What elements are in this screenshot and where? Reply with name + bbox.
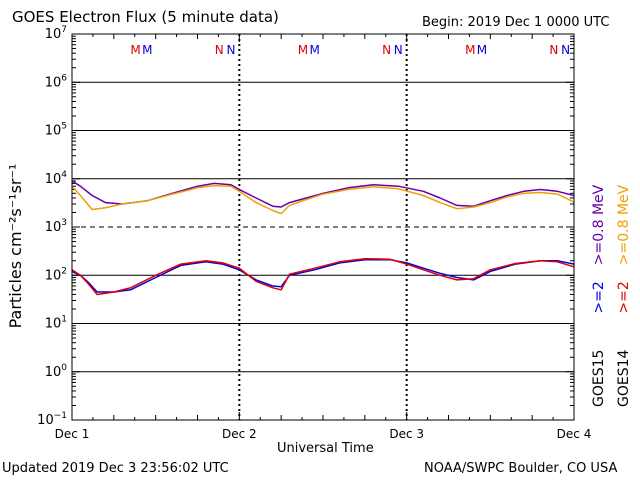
- y-tick-label: 10−1: [37, 411, 67, 428]
- event-marker: N: [561, 43, 570, 57]
- y-tick-label: 106: [45, 73, 68, 90]
- updated-timestamp: Updated 2019 Dec 3 23:56:02 UTC: [2, 461, 229, 476]
- event-marker: M: [477, 43, 487, 57]
- series-line: [71, 184, 575, 215]
- credit-text: NOAA/SWPC Boulder, CO USA: [424, 461, 618, 476]
- x-axis-label: Universal Time: [277, 441, 374, 456]
- y-tick-label: 104: [45, 170, 68, 187]
- y-tick-label: 105: [45, 122, 67, 139]
- x-tick-label: Dec 1: [55, 427, 90, 441]
- event-marker: N: [549, 43, 558, 57]
- event-marker: M: [130, 43, 140, 57]
- chart-title: GOES Electron Flux (5 minute data): [12, 8, 279, 26]
- event-marker: N: [382, 43, 391, 57]
- series-line: [71, 257, 575, 296]
- y-tick-label: 100: [45, 363, 68, 380]
- event-marker: M: [142, 43, 152, 57]
- event-marker: M: [309, 43, 319, 57]
- begin-time: Begin: 2019 Dec 1 0000 UTC: [422, 15, 610, 30]
- x-tick-label: Dec 3: [389, 427, 424, 441]
- y-tick-label: 107: [45, 25, 67, 42]
- y-axis-label: Particles cm⁻²s⁻¹sr⁻¹: [6, 163, 25, 329]
- legend-entry: GOES14>=2>=0.8 MeV: [616, 184, 632, 407]
- plot-frame: [71, 33, 575, 421]
- x-tick-label: Dec 4: [557, 427, 592, 441]
- event-marker: N: [394, 43, 403, 57]
- event-marker: M: [465, 43, 475, 57]
- x-tick-label: Dec 2: [222, 427, 257, 441]
- event-marker: N: [215, 43, 224, 57]
- legend-entry: GOES15>=2>=0.8 MeV: [591, 184, 607, 407]
- y-tick-label: 101: [45, 315, 67, 332]
- event-marker: N: [226, 43, 235, 57]
- y-tick-label: 102: [45, 266, 67, 283]
- y-tick-label: 103: [45, 218, 67, 235]
- event-marker: M: [298, 43, 308, 57]
- series-line: [71, 258, 575, 293]
